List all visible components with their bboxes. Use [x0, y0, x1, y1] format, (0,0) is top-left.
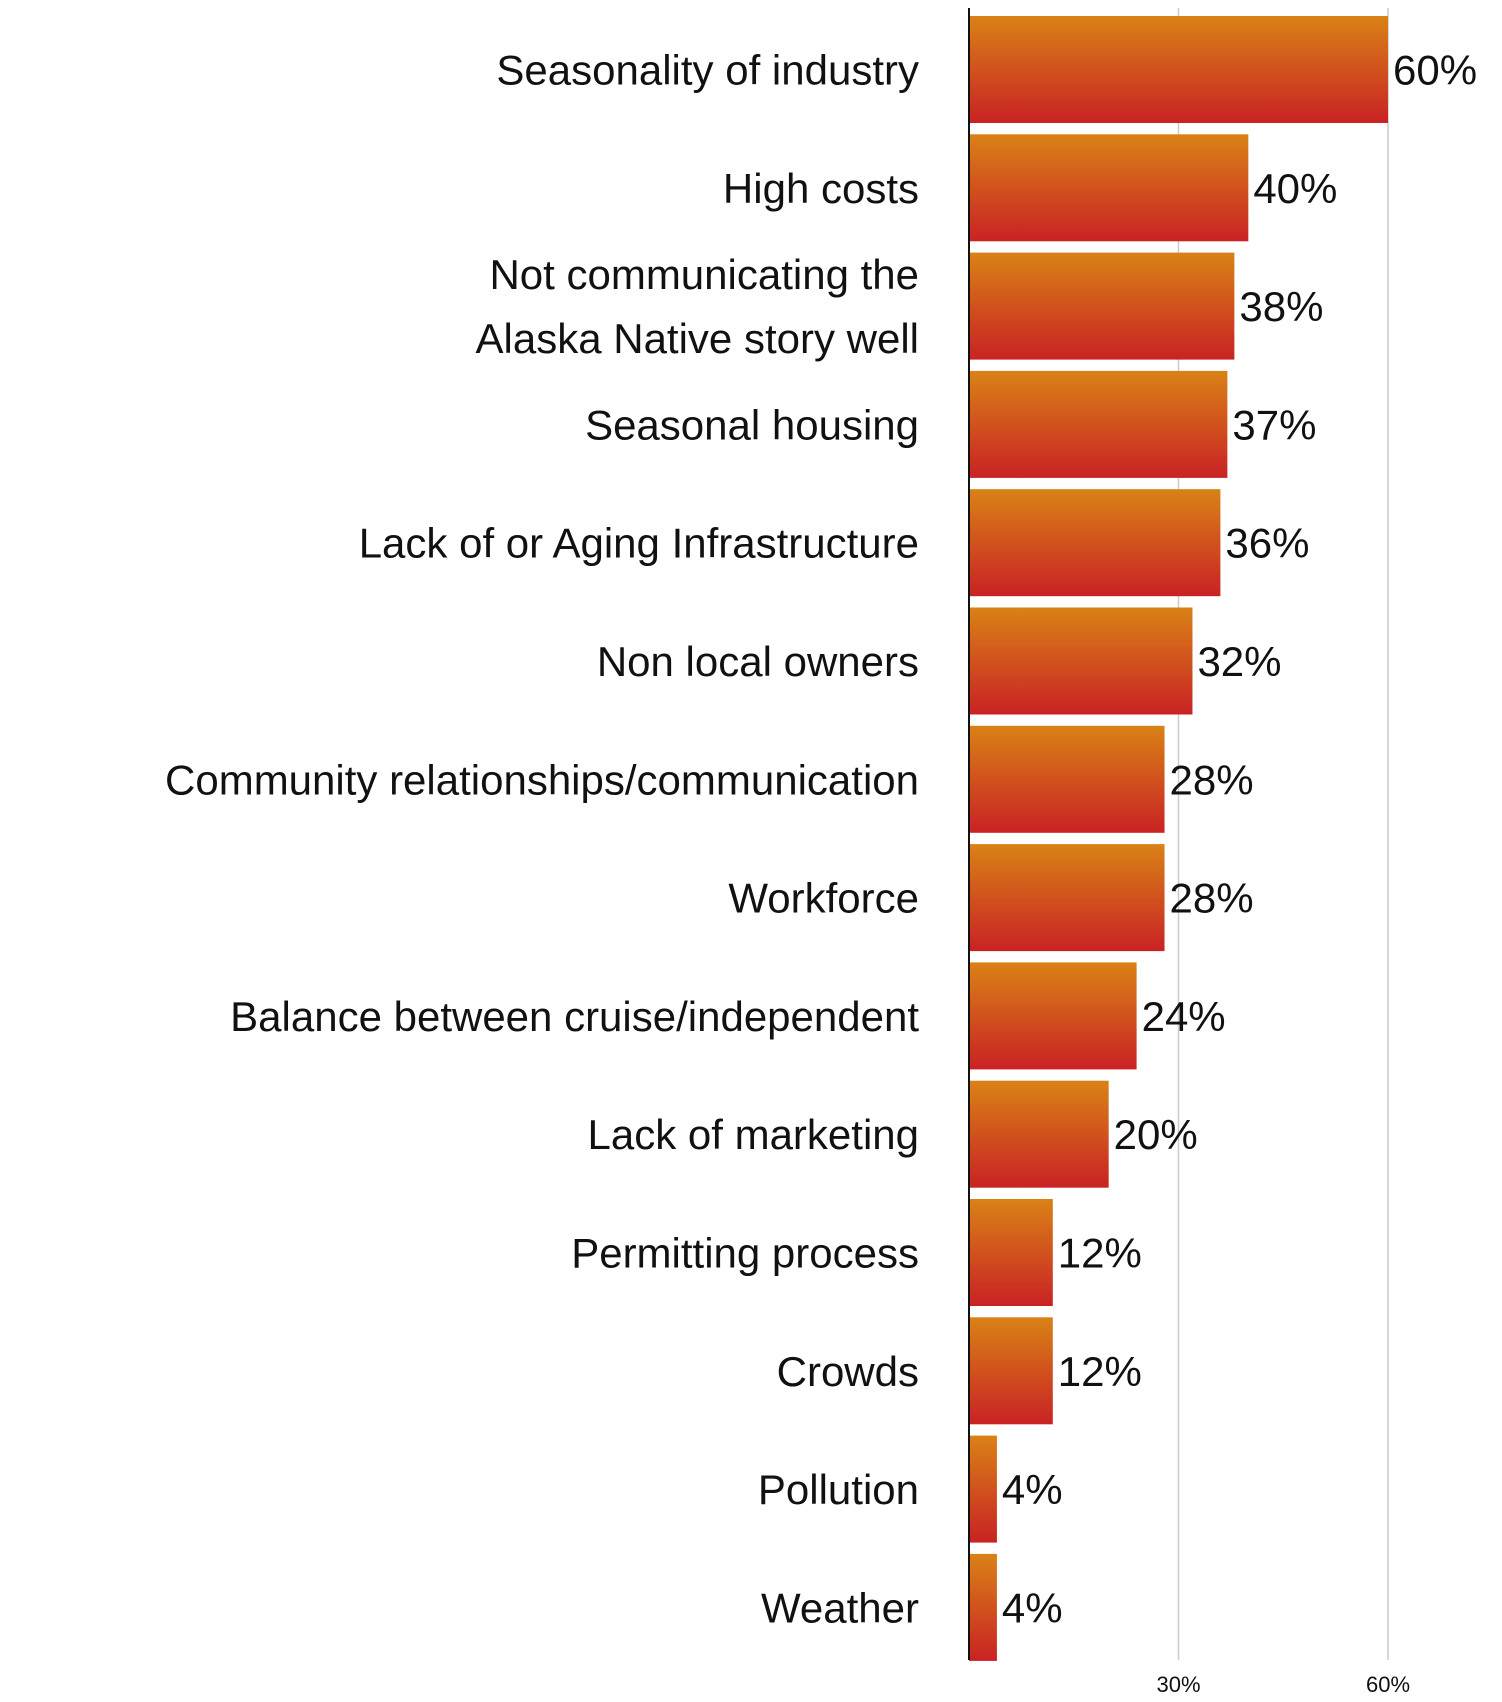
category-label-9: Lack of marketing — [588, 1111, 920, 1158]
bar-7 — [969, 844, 1165, 951]
value-label-11: 12% — [1058, 1348, 1142, 1395]
category-label-5: Non local owners — [597, 638, 919, 685]
category-label-8: Balance between cruise/independent — [230, 993, 919, 1040]
value-label-2: 38% — [1239, 283, 1323, 330]
category-label-2-line-0: Not communicating the — [489, 251, 919, 298]
bar-13 — [969, 1554, 997, 1661]
value-label-10: 12% — [1058, 1230, 1142, 1277]
category-label-13: Weather — [761, 1584, 919, 1631]
category-label-2-line-1: Alaska Native story well — [476, 315, 919, 362]
category-label-10: Permitting process — [571, 1230, 919, 1277]
category-label-6: Community relationships/communication — [165, 756, 919, 803]
category-label-3: Seasonal housing — [585, 401, 919, 448]
bar-12 — [969, 1436, 997, 1543]
value-label-4: 36% — [1225, 520, 1309, 567]
bar-2 — [969, 253, 1234, 360]
bar-10 — [969, 1199, 1053, 1306]
category-label-12: Pollution — [758, 1466, 919, 1513]
bar-1 — [969, 134, 1248, 241]
value-label-0: 60% — [1393, 47, 1477, 94]
category-label-7: Workforce — [728, 875, 919, 922]
bar-9 — [969, 1081, 1109, 1188]
value-label-13: 4% — [1002, 1584, 1063, 1631]
bar-3 — [969, 371, 1227, 478]
x-tick-labels: 30% 60% — [1156, 1672, 1410, 1697]
value-label-12: 4% — [1002, 1466, 1063, 1513]
bar-0 — [969, 16, 1388, 123]
bar-6 — [969, 726, 1165, 833]
value-label-7: 28% — [1170, 875, 1254, 922]
value-label-8: 24% — [1142, 993, 1226, 1040]
x-tick-label-30: 30% — [1156, 1672, 1200, 1697]
bar-4 — [969, 489, 1220, 596]
x-tick-label-60: 60% — [1366, 1672, 1410, 1697]
category-label-0: Seasonality of industry — [496, 47, 919, 94]
category-label-1: High costs — [723, 165, 919, 212]
category-labels: Seasonality of industry High costs Not com… — [165, 47, 919, 1632]
value-label-9: 20% — [1114, 1111, 1198, 1158]
value-label-5: 32% — [1197, 638, 1281, 685]
bar-5 — [969, 608, 1192, 715]
category-label-11: Crowds — [777, 1348, 919, 1395]
bar-8 — [969, 962, 1137, 1069]
value-label-6: 28% — [1170, 756, 1254, 803]
value-label-1: 40% — [1253, 165, 1337, 212]
category-label-4: Lack of or Aging Infrastructure — [359, 520, 919, 567]
value-label-3: 37% — [1232, 401, 1316, 448]
bar-11 — [969, 1317, 1053, 1424]
